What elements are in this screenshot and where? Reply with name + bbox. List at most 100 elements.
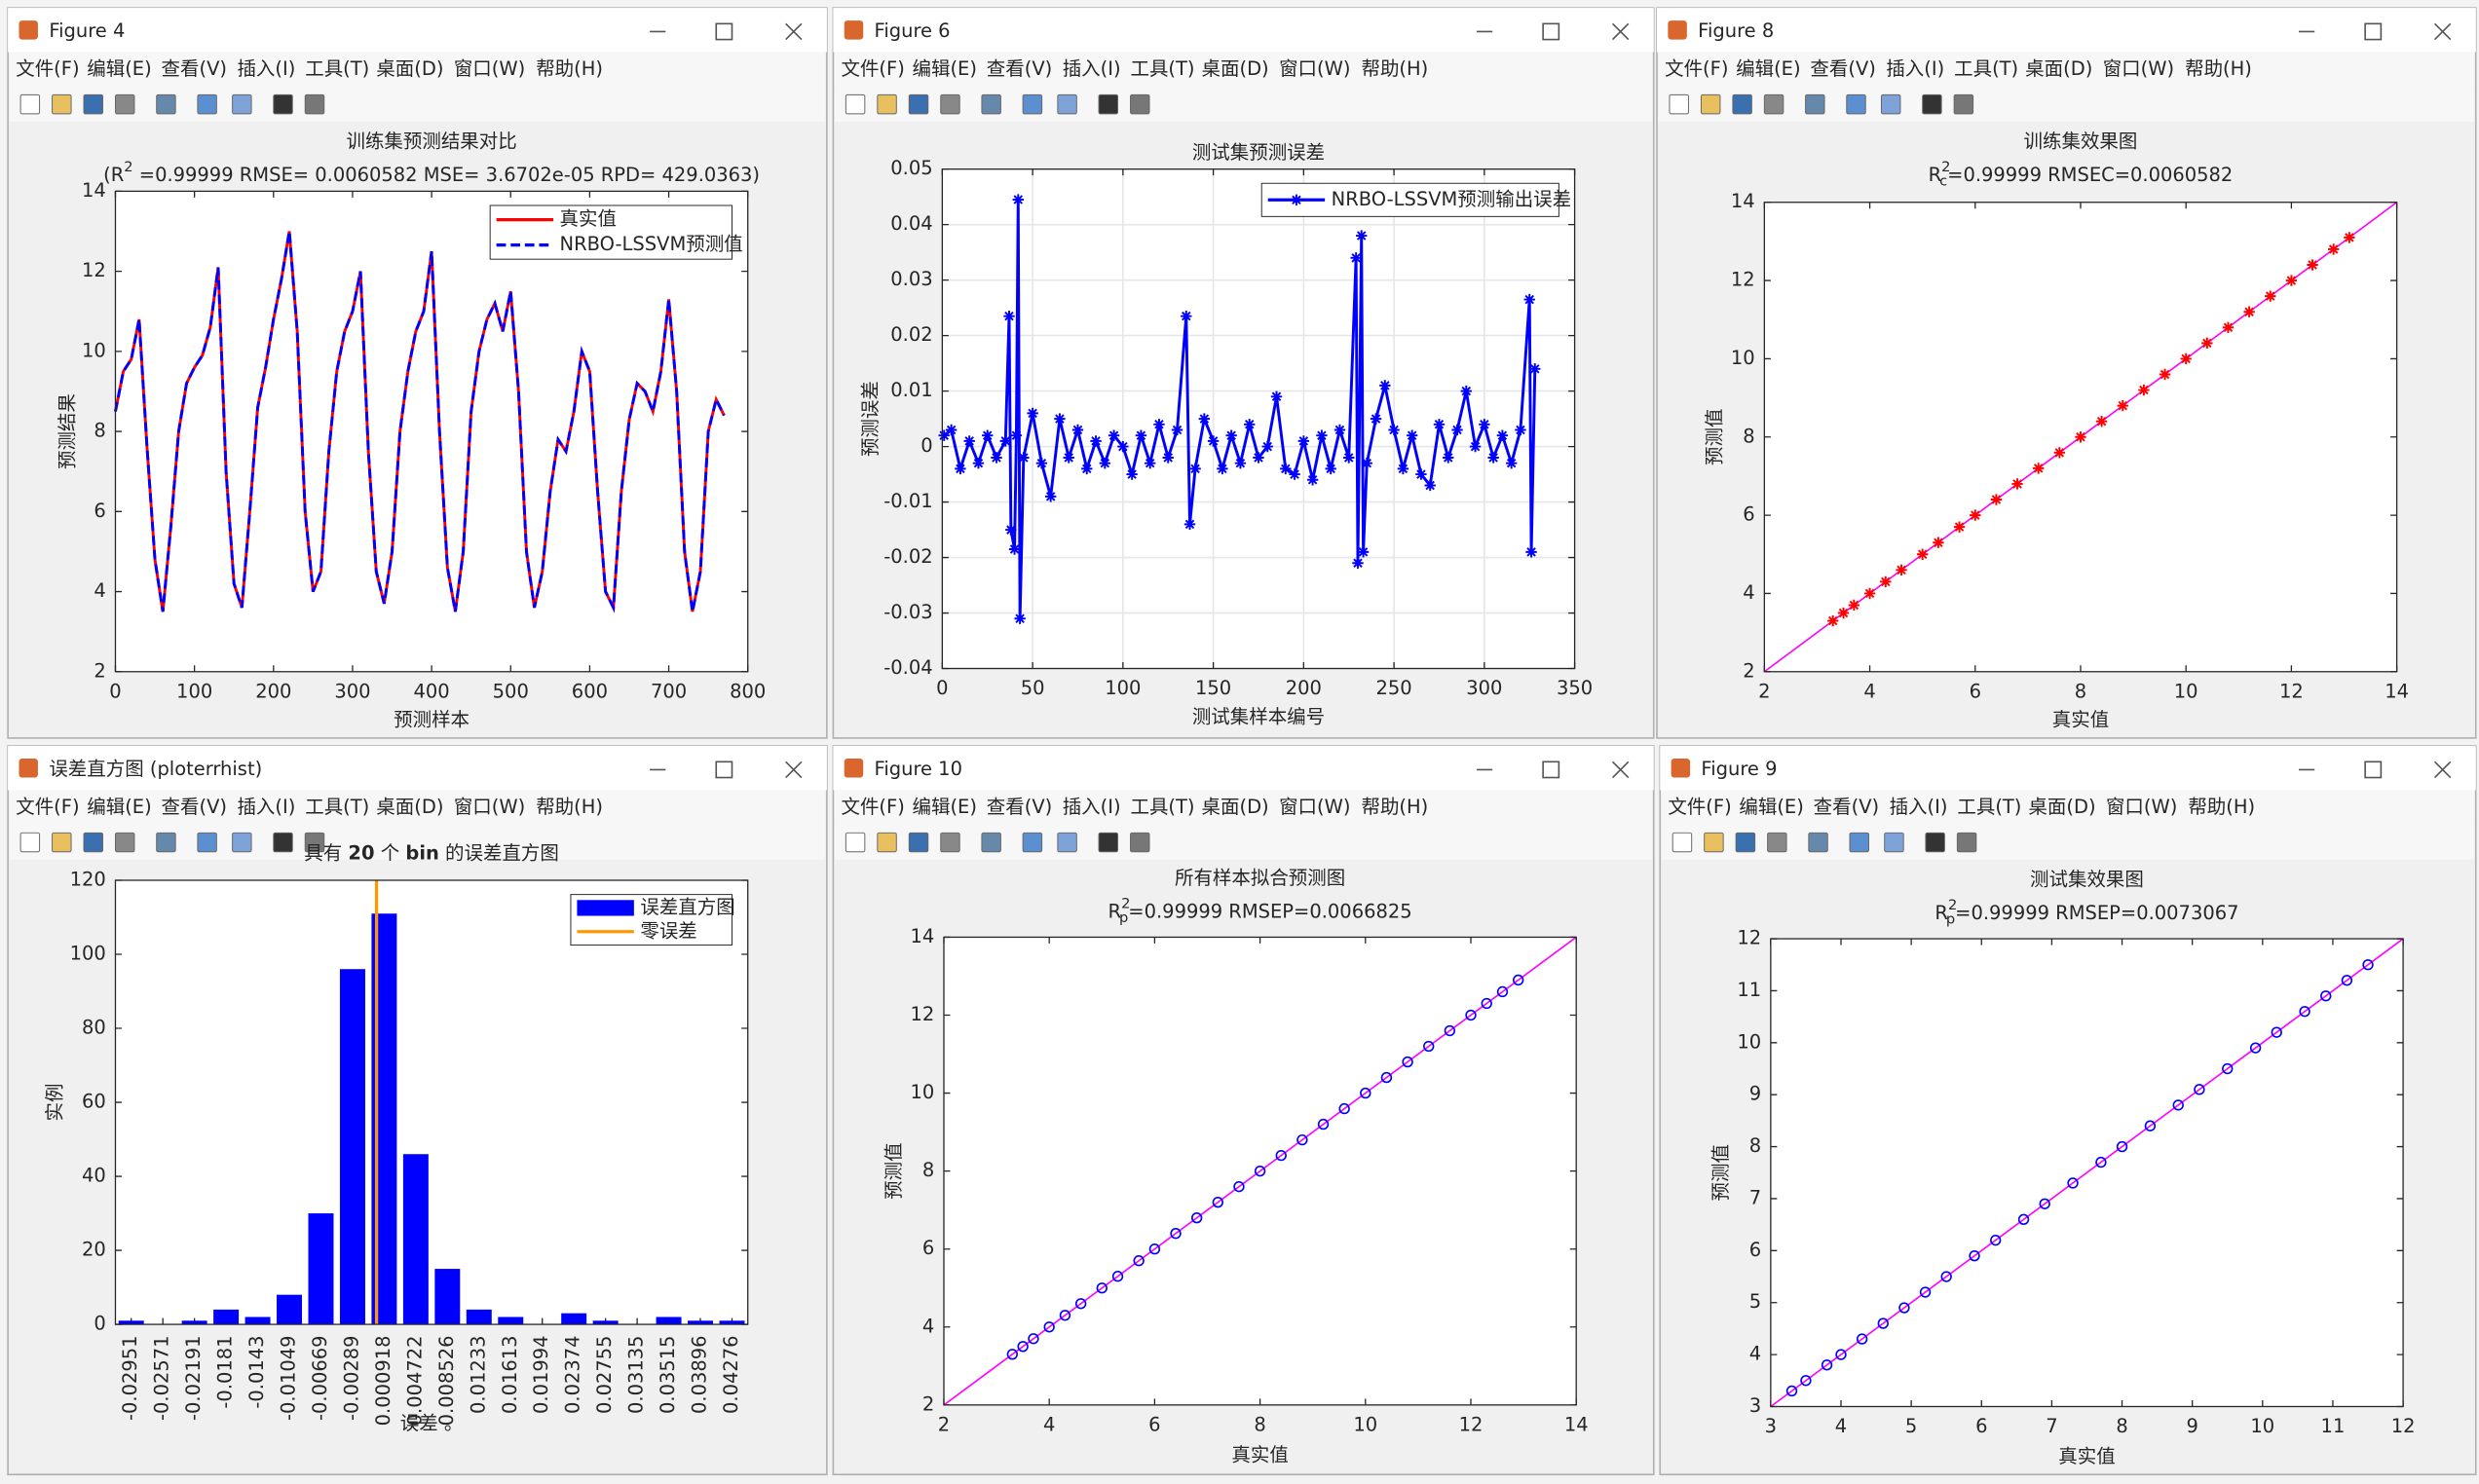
- menu-item[interactable]: 桌面(D): [2028, 796, 2095, 818]
- toolbar-button[interactable]: [1130, 93, 1150, 115]
- menu-item[interactable]: 插入(I): [1063, 57, 1121, 80]
- toolbar-button[interactable]: [1735, 832, 1756, 853]
- menu-item[interactable]: 文件(F): [1668, 796, 1731, 818]
- toolbar-button[interactable]: [877, 832, 897, 853]
- toolbar-button[interactable]: [981, 832, 1001, 853]
- toolbar-button[interactable]: [845, 832, 866, 853]
- menu-item[interactable]: 查看(V): [1810, 57, 1875, 80]
- menu-item[interactable]: 桌面(D): [376, 57, 443, 80]
- maximize-button[interactable]: [1542, 761, 1560, 779]
- toolbar-button[interactable]: [19, 832, 41, 853]
- toolbar-button[interactable]: [940, 93, 960, 115]
- toolbar-button[interactable]: [908, 832, 929, 853]
- toolbar-button[interactable]: [1880, 93, 1901, 115]
- toolbar-button[interactable]: [1767, 832, 1787, 853]
- toolbar-button[interactable]: [1808, 832, 1828, 853]
- toolbar-button[interactable]: [1925, 832, 1945, 853]
- toolbar-button[interactable]: [197, 93, 217, 115]
- toolbar-button[interactable]: [877, 93, 897, 115]
- toolbar-button[interactable]: [156, 93, 176, 115]
- toolbar-button[interactable]: [1130, 832, 1150, 853]
- menu-item[interactable]: 文件(F): [16, 796, 79, 818]
- menu-item[interactable]: 编辑(E): [87, 796, 151, 818]
- menu-item[interactable]: 工具(T): [1957, 796, 2021, 818]
- menu-item[interactable]: 插入(I): [1063, 796, 1121, 818]
- menu-item[interactable]: 帮助(H): [536, 796, 603, 818]
- toolbar-button[interactable]: [1022, 93, 1043, 115]
- menu-item[interactable]: 编辑(E): [913, 796, 977, 818]
- toolbar-button[interactable]: [1098, 832, 1119, 853]
- menu-item[interactable]: 桌面(D): [1202, 796, 1269, 818]
- menu-item[interactable]: 工具(T): [1131, 796, 1195, 818]
- toolbar-button[interactable]: [19, 93, 41, 115]
- menu-item[interactable]: 编辑(E): [1736, 57, 1800, 80]
- menu-item[interactable]: 窗口(W): [454, 57, 525, 80]
- menu-item[interactable]: 帮助(H): [2188, 796, 2255, 818]
- menu-item[interactable]: 窗口(W): [1279, 796, 1350, 818]
- toolbar-button[interactable]: [940, 832, 960, 853]
- toolbar-button[interactable]: [273, 832, 293, 853]
- menu-item[interactable]: 文件(F): [1665, 57, 1728, 80]
- toolbar-button[interactable]: [1846, 93, 1866, 115]
- toolbar-button[interactable]: [845, 93, 866, 115]
- toolbar-button[interactable]: [232, 93, 252, 115]
- menu-item[interactable]: 窗口(W): [2106, 796, 2177, 818]
- maximize-button[interactable]: [2364, 22, 2383, 41]
- toolbar-button[interactable]: [1849, 832, 1869, 853]
- toolbar-button[interactable]: [1763, 93, 1784, 115]
- menu-item[interactable]: 插入(I): [1886, 57, 1944, 80]
- menu-item[interactable]: 查看(V): [162, 57, 227, 80]
- toolbar-button[interactable]: [1700, 93, 1721, 115]
- menu-item[interactable]: 查看(V): [1814, 796, 1879, 818]
- toolbar-button[interactable]: [304, 93, 325, 115]
- close-button[interactable]: [1611, 22, 1630, 41]
- menu-item[interactable]: 桌面(D): [2025, 57, 2092, 80]
- toolbar-button[interactable]: [114, 93, 135, 115]
- toolbar-button[interactable]: [52, 93, 72, 115]
- menu-item[interactable]: 插入(I): [1890, 796, 1948, 818]
- toolbar-button[interactable]: [1669, 93, 1689, 115]
- menu-item[interactable]: 编辑(E): [87, 57, 151, 80]
- toolbar-button[interactable]: [1671, 832, 1693, 853]
- toolbar-button[interactable]: [156, 832, 176, 853]
- close-button[interactable]: [785, 22, 803, 41]
- maximize-button[interactable]: [715, 22, 733, 41]
- toolbar-button[interactable]: [232, 832, 252, 853]
- menu-item[interactable]: 编辑(E): [913, 57, 977, 80]
- menu-item[interactable]: 桌面(D): [1202, 57, 1269, 80]
- menu-item[interactable]: 插入(I): [237, 57, 295, 80]
- toolbar-button[interactable]: [1057, 832, 1077, 853]
- toolbar-button[interactable]: [1022, 832, 1043, 853]
- toolbar-button[interactable]: [304, 832, 325, 853]
- menu-item[interactable]: 查看(V): [987, 57, 1052, 80]
- close-button[interactable]: [1611, 761, 1630, 779]
- menu-item[interactable]: 工具(T): [305, 57, 369, 80]
- toolbar-button[interactable]: [981, 93, 1001, 115]
- toolbar-button[interactable]: [197, 832, 217, 853]
- toolbar-button[interactable]: [52, 832, 72, 853]
- menu-item[interactable]: 帮助(H): [2185, 57, 2252, 80]
- menu-item[interactable]: 窗口(W): [1279, 57, 1350, 80]
- menu-item[interactable]: 帮助(H): [1361, 57, 1428, 80]
- toolbar-button[interactable]: [114, 832, 135, 853]
- toolbar-button[interactable]: [83, 93, 103, 115]
- close-button[interactable]: [785, 761, 803, 779]
- toolbar-button[interactable]: [1922, 93, 1942, 115]
- menu-item[interactable]: 插入(I): [237, 796, 295, 818]
- menu-item[interactable]: 工具(T): [1131, 57, 1195, 80]
- maximize-button[interactable]: [1542, 22, 1560, 41]
- toolbar-button[interactable]: [908, 93, 929, 115]
- toolbar-button[interactable]: [1057, 93, 1077, 115]
- close-button[interactable]: [2433, 22, 2452, 41]
- toolbar-button[interactable]: [1953, 93, 1974, 115]
- menu-item[interactable]: 工具(T): [305, 796, 369, 818]
- toolbar-button[interactable]: [1732, 93, 1752, 115]
- menu-item[interactable]: 查看(V): [987, 796, 1052, 818]
- toolbar-button[interactable]: [1704, 832, 1724, 853]
- maximize-button[interactable]: [715, 761, 733, 779]
- menu-item[interactable]: 窗口(W): [2103, 57, 2174, 80]
- menu-item[interactable]: 桌面(D): [376, 796, 443, 818]
- toolbar-button[interactable]: [1098, 93, 1119, 115]
- menu-item[interactable]: 窗口(W): [454, 796, 525, 818]
- menu-item[interactable]: 查看(V): [162, 796, 227, 818]
